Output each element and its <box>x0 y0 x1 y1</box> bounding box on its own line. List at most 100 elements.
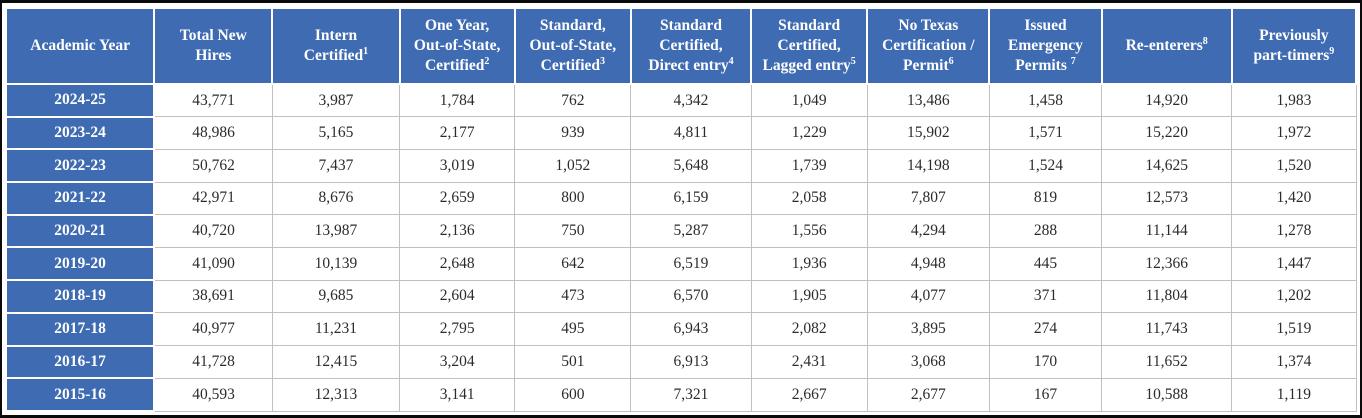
table-cell: 3,019 <box>399 148 516 183</box>
column-header-10: Previously part-timers9 <box>1230 7 1358 85</box>
table-row: 2016-17 41,728 12,415 3,204 501 6,913 2,431 3,0… <box>4 344 1357 380</box>
column-header-9: Re-enterers8 <box>1100 7 1233 85</box>
table-cell: 1,739 <box>750 148 868 183</box>
table-cell: 1,519 <box>1231 312 1357 346</box>
table-cell: 167 <box>988 377 1103 412</box>
table-cell: 40,593 <box>153 377 273 412</box>
table-cell: 750 <box>514 214 632 248</box>
table-cell: 5,287 <box>630 214 752 248</box>
table-cell: 4,811 <box>630 116 752 150</box>
table-cell: 170 <box>988 345 1103 379</box>
table-cell: 5,165 <box>271 116 401 150</box>
column-header-4: Standard, Out-of-State, Certified3 <box>513 7 632 85</box>
table-cell: 1,983 <box>1231 83 1357 118</box>
table-cell: 48,986 <box>153 116 273 150</box>
table-cell: 1,229 <box>750 116 868 150</box>
table-cell: 1,447 <box>1231 246 1357 281</box>
table-cell: 41,090 <box>153 246 273 281</box>
table-cell: 4,077 <box>866 279 990 314</box>
footnote-ref: 9 <box>1329 45 1335 57</box>
table-row: 2019-20 41,090 10,139 2,648 642 6,519 1,936 4,9… <box>4 246 1357 282</box>
table-row: 2022-23 50,762 7,437 3,019 1,052 5,648 1,739 14… <box>4 148 1357 184</box>
table-cell: 1,202 <box>1231 279 1357 314</box>
row-year-cell: 2018-19 <box>4 279 156 314</box>
table-cell: 3,204 <box>399 345 516 379</box>
table-row: 2024-25 43,771 3,987 1,784 762 4,342 1,049 13,4… <box>4 83 1357 118</box>
table-cell: 7,807 <box>866 181 990 216</box>
table-cell: 1,556 <box>750 214 868 248</box>
table-row: 2021-22 42,971 8,676 2,659 800 6,159 2,058 7,80… <box>4 181 1357 216</box>
table-cell: 600 <box>514 377 632 412</box>
table-cell: 12,313 <box>271 377 401 412</box>
row-year-cell: 2019-20 <box>4 246 156 282</box>
table-cell: 15,902 <box>866 116 990 150</box>
table-row: 2015-16 40,593 12,313 3,141 600 7,321 2,667 2,6… <box>4 377 1357 412</box>
table-cell: 2,604 <box>399 279 516 314</box>
row-year-cell: 2024-25 <box>4 83 156 118</box>
table-cell: 13,486 <box>866 83 990 118</box>
column-header-5: Standard Certified, Direct entry4 <box>629 7 753 85</box>
table-cell: 40,977 <box>153 312 273 346</box>
table-cell: 12,573 <box>1101 181 1233 216</box>
table-cell: 50,762 <box>153 148 273 183</box>
header-row: Academic Year Total New Hires Intern Certifi… <box>4 7 1358 85</box>
table-cell: 762 <box>514 83 632 118</box>
table-cell: 6,913 <box>630 345 752 379</box>
column-header-1: Total New Hires <box>153 7 274 85</box>
table-cell: 11,144 <box>1101 214 1233 248</box>
table-cell: 2,082 <box>750 312 868 346</box>
table-row: 2017-18 40,977 11,231 2,795 495 6,943 2,082 3,8… <box>4 311 1357 347</box>
footnote-ref: 1 <box>363 45 369 57</box>
table-cell: 8,676 <box>271 181 401 216</box>
table-cell: 495 <box>514 312 632 346</box>
table-cell: 6,519 <box>630 246 752 281</box>
table-cell: 6,570 <box>630 279 752 314</box>
table-cell: 1,374 <box>1231 345 1357 379</box>
row-year-cell: 2015-16 <box>4 377 156 412</box>
table-cell: 939 <box>514 116 632 150</box>
table-cell: 12,366 <box>1101 246 1233 281</box>
table-cell: 2,795 <box>399 312 516 346</box>
new-hires-table: Academic Year Total New Hires Intern Certifi… <box>4 7 1358 412</box>
table-cell: 7,321 <box>630 377 752 412</box>
table-cell: 819 <box>988 181 1103 216</box>
footnote-ref: 7 <box>1070 55 1076 67</box>
table-cell: 1,052 <box>514 148 632 183</box>
column-header-6: Standard Certified, Lagged entry5 <box>750 7 869 85</box>
table-row: 2020-21 40,720 13,987 2,136 750 5,287 1,556 4,2… <box>4 213 1357 249</box>
table-cell: 11,652 <box>1101 345 1233 379</box>
table-row: 2018-19 38,691 9,685 2,604 473 6,570 1,905 4,07… <box>4 279 1357 314</box>
column-header-2: Intern Certified1 <box>271 7 401 85</box>
table-cell: 11,804 <box>1101 279 1233 314</box>
table-cell: 2,058 <box>750 181 868 216</box>
footnote-ref: 2 <box>484 55 490 67</box>
table-cell: 3,068 <box>866 345 990 379</box>
table-cell: 1,905 <box>750 279 868 314</box>
table-cell: 3,987 <box>271 83 401 118</box>
row-year-cell: 2021-22 <box>4 181 156 216</box>
footnote-ref: 3 <box>600 55 606 67</box>
table-cell: 371 <box>988 279 1103 314</box>
table-cell: 6,159 <box>630 181 752 216</box>
table-cell: 9,685 <box>271 279 401 314</box>
column-header-7: No Texas Certification / Permit6 <box>866 7 991 85</box>
table-cell: 14,920 <box>1101 83 1233 118</box>
table-cell: 1,520 <box>1231 148 1357 183</box>
table-row: 2023-24 48,986 5,165 2,177 939 4,811 1,229 15,9… <box>4 115 1357 151</box>
table-cell: 6,943 <box>630 312 752 346</box>
footnote-ref: 5 <box>850 55 856 67</box>
table-cell: 15,220 <box>1101 116 1233 150</box>
table-cell: 2,177 <box>399 116 516 150</box>
table-cell: 1,524 <box>988 148 1103 183</box>
table-cell: 2,136 <box>399 214 516 248</box>
table-cell: 42,971 <box>153 181 273 216</box>
table-cell: 1,936 <box>750 246 868 281</box>
table-cell: 7,437 <box>271 148 401 183</box>
column-header-0: Academic Year <box>4 7 156 85</box>
table-cell: 2,667 <box>750 377 868 412</box>
table-cell: 1,420 <box>1231 181 1357 216</box>
table-cell: 1,049 <box>750 83 868 118</box>
table-cell: 13,987 <box>271 214 401 248</box>
table-cell: 4,342 <box>630 83 752 118</box>
